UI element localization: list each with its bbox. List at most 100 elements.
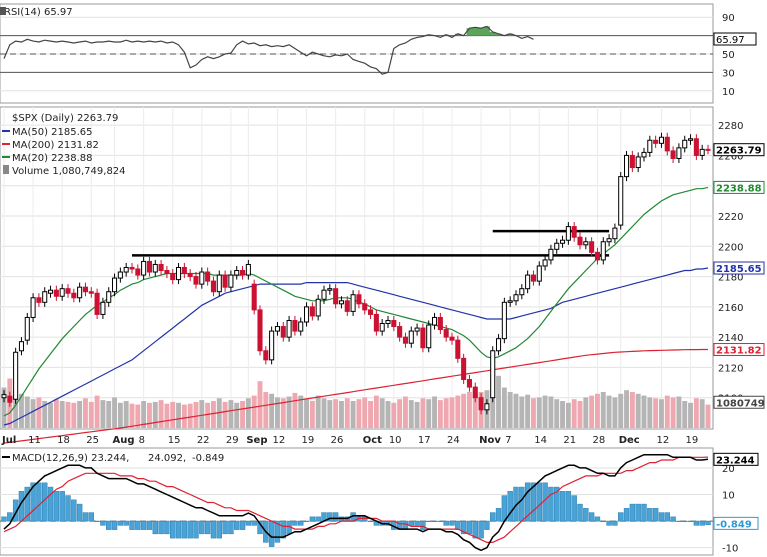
macd-histogram-bar <box>618 512 624 522</box>
macd-histogram-bar <box>298 520 304 526</box>
macd-histogram-bar <box>554 486 560 522</box>
candle-body <box>315 298 321 317</box>
volume-bar <box>141 401 147 428</box>
volume-bar <box>554 399 560 428</box>
candle-body <box>164 270 170 275</box>
volume-bar <box>536 397 542 428</box>
candlesticks <box>1 132 711 415</box>
macd-histogram-bar <box>647 508 653 522</box>
volume-bar <box>385 401 391 428</box>
candle-body <box>152 263 158 273</box>
volume-bar <box>571 399 577 428</box>
candle-body <box>228 274 234 288</box>
candle-body <box>658 136 664 144</box>
candle-body <box>59 288 65 297</box>
macd-histogram-bar <box>7 512 13 522</box>
volume-bar <box>350 401 356 428</box>
volume-bar <box>304 399 309 428</box>
macd-histogram-bar <box>431 520 438 522</box>
candle-body <box>542 259 548 267</box>
macd-histogram-bar <box>315 516 321 522</box>
macd-histogram-bar <box>664 512 670 522</box>
macd-tag-box <box>713 452 759 466</box>
price-tag-label: 2238.88 <box>716 183 762 194</box>
volume-bar <box>693 398 699 428</box>
candle-body <box>629 154 635 169</box>
volume-bar <box>443 398 449 428</box>
macd-histogram-bar <box>234 520 240 530</box>
macd-histogram-bar <box>687 520 694 522</box>
volume-bar <box>123 401 129 428</box>
volume-bar <box>83 398 88 428</box>
price-tag-label: 1080749 <box>716 398 765 409</box>
volume-bar <box>373 395 379 428</box>
candle-body <box>496 338 502 352</box>
candle-body <box>350 294 356 312</box>
volume-bar <box>513 393 519 428</box>
candle-body <box>664 136 670 152</box>
volume-bar <box>705 404 711 428</box>
volume-bar <box>205 402 211 428</box>
volume-bar <box>420 398 426 428</box>
x-tick-label: 21 <box>563 435 576 446</box>
volume-bar <box>391 402 397 428</box>
legend-ma20: MA(20) 2238.88 <box>12 153 93 164</box>
macd-histogram-bar <box>251 520 257 526</box>
macd-histogram-bar <box>559 491 566 522</box>
candle-body <box>298 321 304 332</box>
volume-bar <box>501 387 507 428</box>
volume-bar <box>19 393 24 428</box>
macd-histogram-bar <box>204 520 211 535</box>
candle-body <box>7 395 13 403</box>
candle-body <box>82 286 88 293</box>
rsi-tick-label: 10 <box>722 87 735 98</box>
macd-histogram-bar <box>24 486 30 522</box>
volume-bar <box>531 398 536 428</box>
volume-bar <box>286 396 292 428</box>
volume-bar <box>583 397 589 428</box>
volume-bar <box>641 395 647 428</box>
macd-histogram-bar <box>449 520 455 526</box>
macd-histogram-bar <box>332 512 339 522</box>
macd-histogram-bar <box>164 520 170 535</box>
candle-body <box>309 306 315 317</box>
macd-histogram-bar <box>414 520 420 526</box>
rsi-gridlines <box>0 16 713 92</box>
macd-histogram-bar <box>600 520 606 522</box>
price-tag-box <box>713 180 765 194</box>
x-tick-label: 19 <box>686 435 699 446</box>
volume-bar <box>13 390 19 428</box>
volume-bar <box>379 398 385 428</box>
macd-histogram-bar <box>268 520 275 547</box>
macd-histogram-bar <box>123 520 129 526</box>
macd-histogram-bar <box>623 508 630 522</box>
macd-legend-signal: 24.092, <box>148 453 186 464</box>
macd-histogram-bar <box>408 520 414 526</box>
volume-bar <box>193 401 199 428</box>
candle-body <box>321 289 327 300</box>
macd-histogram-bar <box>495 508 502 522</box>
volume-bar <box>548 396 554 428</box>
macd-histogram-bar <box>181 520 188 539</box>
rsi-tick-label: 90 <box>722 13 735 24</box>
candle-body <box>670 150 676 159</box>
candle-body <box>443 329 449 338</box>
candle-body <box>135 268 141 276</box>
x-tick-label: 11 <box>28 435 41 446</box>
macd-histogram-bar <box>612 520 618 526</box>
volume-bar <box>181 404 187 428</box>
volume-bar <box>560 401 565 428</box>
x-tick-label: 28 <box>592 435 605 446</box>
macd-histogram-bar <box>193 520 199 539</box>
candle-body <box>36 297 42 303</box>
volume-bar <box>368 401 373 428</box>
macd-histogram-bar <box>565 491 572 522</box>
candle-body <box>600 241 606 261</box>
candle-body <box>269 330 275 361</box>
candle-body <box>181 266 187 275</box>
price-tick-label: 2160 <box>718 303 743 314</box>
volume-bar <box>147 402 152 428</box>
macd-histogram-bar <box>152 520 158 535</box>
candle-body <box>391 319 397 328</box>
